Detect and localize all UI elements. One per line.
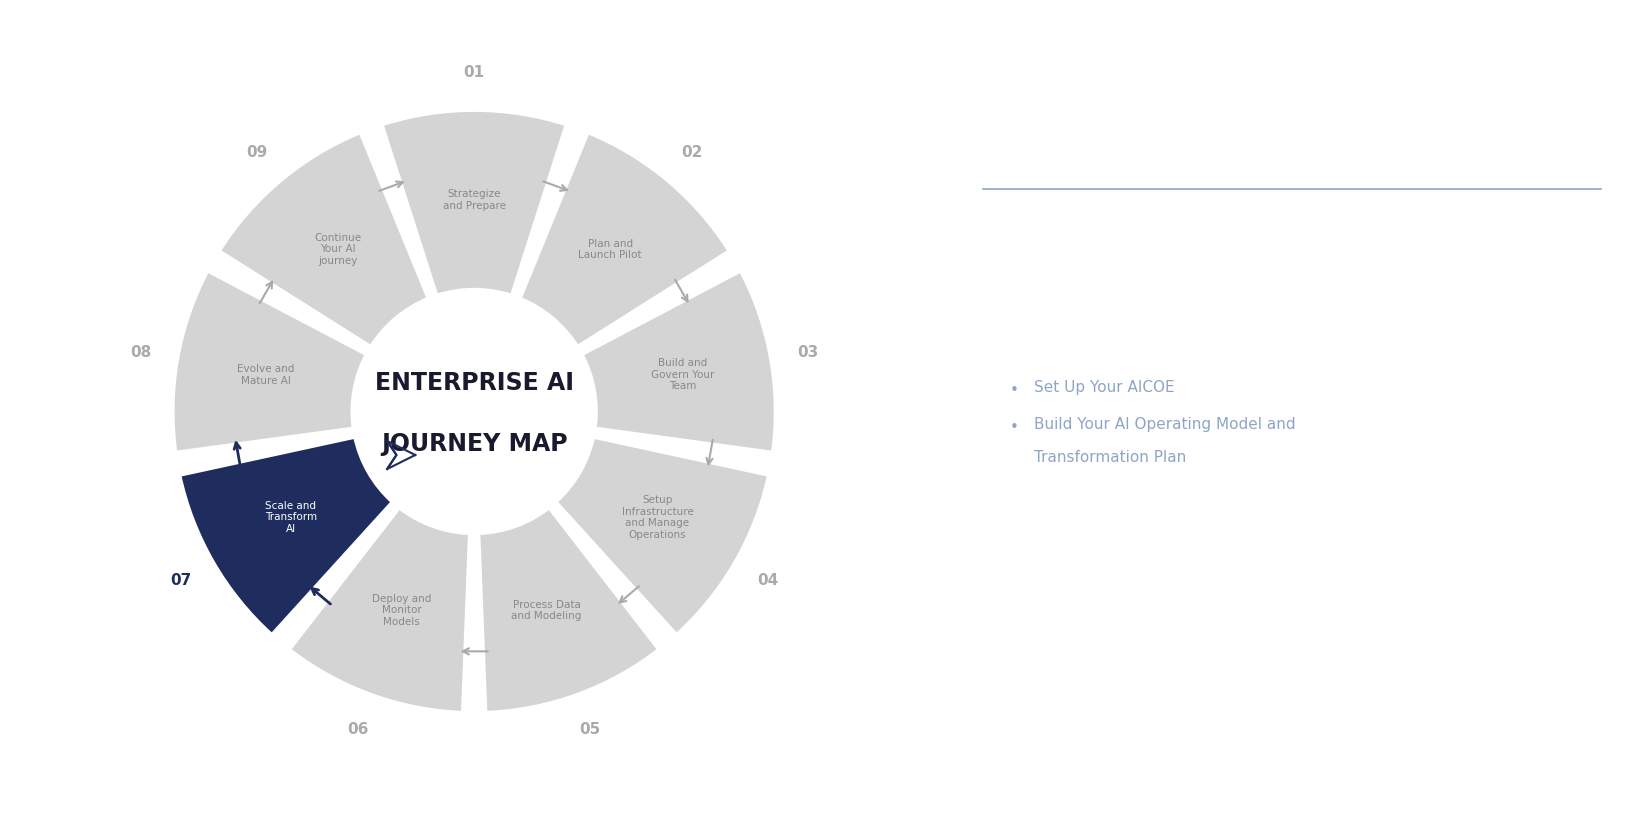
Text: Continue
Your AI
journey: Continue Your AI journey (314, 233, 361, 266)
Text: 05: 05 (579, 723, 600, 737)
Wedge shape (289, 508, 469, 712)
Text: Deploy and
Monitor
Models: Deploy and Monitor Models (373, 593, 432, 627)
Wedge shape (219, 133, 428, 346)
Text: Build and
Govern Your
Team: Build and Govern Your Team (651, 358, 714, 392)
Text: Objective: Objective (1233, 554, 1351, 574)
Text: Scale and
Transform
AI: Scale and Transform AI (265, 500, 317, 534)
Wedge shape (479, 508, 659, 712)
Text: •: • (1010, 420, 1019, 435)
Text: JOURNEY MAP: JOURNEY MAP (381, 432, 567, 457)
Text: Process Data
and Modeling: Process Data and Modeling (512, 600, 582, 621)
Text: Evolve and
Mature AI: Evolve and Mature AI (237, 364, 294, 385)
Text: Set Up Your AICOE: Set Up Your AICOE (1033, 380, 1176, 395)
Text: 04: 04 (757, 574, 778, 588)
Text: Plan and
Launch Pilot: Plan and Launch Pilot (579, 239, 643, 260)
Wedge shape (582, 272, 775, 452)
Text: 02: 02 (682, 145, 703, 160)
Text: Setup
Infrastructure
and Manage
Operations: Setup Infrastructure and Manage Operatio… (621, 495, 693, 540)
Text: Transformation Plan: Transformation Plan (1033, 450, 1187, 465)
Wedge shape (556, 438, 768, 635)
Text: 09: 09 (245, 145, 267, 160)
Text: Scale and Transform: Scale and Transform (1148, 230, 1436, 255)
Wedge shape (520, 133, 729, 346)
Text: ENTERPRISE AI: ENTERPRISE AI (374, 371, 574, 395)
Text: 01: 01 (464, 65, 484, 81)
Text: •: • (1010, 383, 1019, 398)
Text: •: • (996, 305, 1007, 323)
Text: Transform Your Business: Transform Your Business (1027, 337, 1269, 356)
Text: Use AI Maturity Framework to: Use AI Maturity Framework to (1027, 300, 1321, 319)
Wedge shape (173, 272, 366, 452)
Text: Build Your AI Operating Model and: Build Your AI Operating Model and (1033, 417, 1297, 432)
Text: 07: 07 (170, 574, 191, 588)
Wedge shape (180, 438, 392, 635)
Text: Assess and advance through distinct stages
of AI maturity, enabling transformati: Assess and advance through distinct stag… (1109, 630, 1475, 728)
Wedge shape (383, 110, 566, 295)
Text: Strategize
and Prepare: Strategize and Prepare (443, 189, 505, 211)
Text: 03: 03 (796, 345, 818, 360)
Text: 06: 06 (348, 723, 370, 737)
Text: 08: 08 (131, 345, 152, 360)
